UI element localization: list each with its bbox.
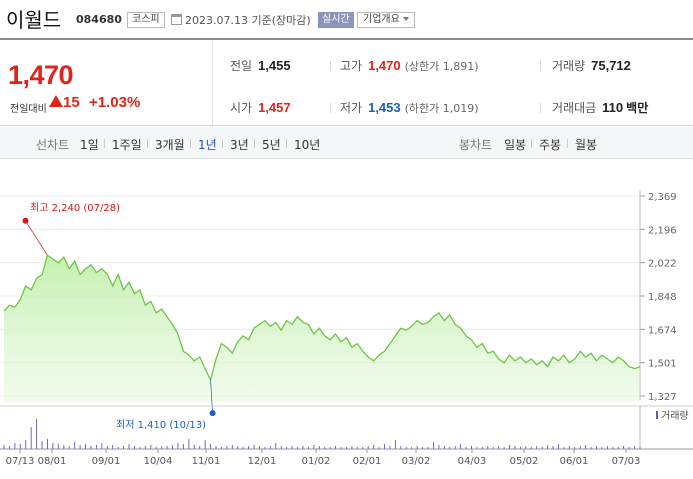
amount-unit: 백만 <box>626 101 649 115</box>
x-tick-label: 04/03 <box>458 456 487 467</box>
summary-divider <box>212 40 213 128</box>
volume-legend-label: 거래량 <box>661 410 689 422</box>
trade-amount: 거래대금 110 백만 <box>552 99 648 116</box>
x-tick-label: 12/01 <box>248 456 277 467</box>
lower-limit: (하한가 1,019) <box>404 102 479 115</box>
stock-code: 084680 <box>76 13 122 26</box>
x-tick-label: 09/01 <box>92 456 121 467</box>
price-line <box>3 254 641 382</box>
tab-1d[interactable]: 1일 <box>80 138 99 152</box>
x-tick-label: 11/01 <box>192 456 221 467</box>
y-axis-ticks: 2,369 2,196 2,022 1,848 1,674 1,501 1,327 <box>648 192 677 403</box>
low-label: 저가 <box>340 101 363 115</box>
market-badge: 코스피 <box>127 12 165 28</box>
up-arrow-icon <box>49 95 63 107</box>
high-label: 고가 <box>340 59 363 73</box>
tab-divider <box>286 139 287 148</box>
low-annotation: 최저 1,410 (10/13) <box>116 419 206 431</box>
amount-label: 거래대금 <box>552 101 597 115</box>
tab-5y[interactable]: 5년 <box>262 138 281 152</box>
volume-legend-swatch <box>656 411 658 419</box>
tab-divider <box>104 139 105 148</box>
y-tick-label: 1,327 <box>648 392 677 403</box>
prev-close-value: 1,455 <box>258 58 291 73</box>
y-tick-label: 2,196 <box>648 225 677 236</box>
change-value: 15 <box>63 94 80 111</box>
tab-divider <box>531 139 532 148</box>
y-tick-label: 1,501 <box>648 359 677 370</box>
tab-daily-candle[interactable]: 일봉 <box>504 138 527 152</box>
volume-label: 거래량 <box>552 59 586 73</box>
tab-1y[interactable]: 1년 <box>198 138 217 152</box>
price-chart[interactable]: 2,369 2,196 2,022 1,848 1,674 1,501 1,327 최고 2… <box>0 160 693 479</box>
volume-bars: 거래량 <box>0 405 693 450</box>
realtime-button[interactable]: 실시간 <box>318 12 354 28</box>
y-tick-label: 2,369 <box>648 192 677 203</box>
x-tick-label: 07/13 <box>6 456 35 467</box>
period-tabs: 선차트 1일 1주일 3개월 1년 3년 5년 10년 봉차트 일봉 주봉 월봉 <box>0 127 693 159</box>
price-area <box>4 255 640 402</box>
high-marker <box>22 217 29 224</box>
y-tick-label: 1,848 <box>648 292 677 303</box>
extreme-markers: 최고 2,240 (07/28) 최저 1,410 (10/13) <box>22 202 216 431</box>
x-tick-label: 05/02 <box>510 456 539 467</box>
price-summary: 1,470 전일대비 15 +1.03% 전일 1,455 고가 1,470 (상한가… <box>0 38 693 128</box>
change-label: 전일대비 <box>10 104 47 115</box>
cell-divider <box>540 103 541 113</box>
open-price: 시가 1,457 <box>230 99 291 116</box>
open-label: 시가 <box>230 101 253 115</box>
chevron-down-icon <box>402 17 409 21</box>
x-tick-label: 02/01 <box>353 456 382 467</box>
tab-weekly-candle[interactable]: 주봉 <box>539 138 562 152</box>
prev-close: 전일 1,455 <box>230 57 291 74</box>
volume: 거래량 75,712 <box>552 57 631 74</box>
tab-10y[interactable]: 10년 <box>294 138 321 152</box>
day-high: 고가 1,470 (상한가 1,891) <box>340 57 479 74</box>
current-price: 1,470 <box>8 60 74 90</box>
low-value: 1,453 <box>368 100 401 115</box>
high-value: 1,470 <box>368 58 401 73</box>
stock-name: 이월드 <box>6 8 62 32</box>
price-chart-svg: 2,369 2,196 2,022 1,848 1,674 1,501 1,327 최고 2… <box>0 190 693 467</box>
high-leader-line <box>25 220 48 256</box>
tab-divider <box>190 139 191 148</box>
tab-divider <box>254 139 255 148</box>
open-value: 1,457 <box>258 100 291 115</box>
tab-divider <box>567 139 568 148</box>
tab-divider <box>147 139 148 148</box>
x-tick-label: 08/01 <box>38 456 67 467</box>
tab-divider <box>222 139 223 148</box>
tab-3y[interactable]: 3년 <box>230 138 249 152</box>
low-marker <box>209 410 216 417</box>
change-rate: +1.03% <box>89 94 141 111</box>
x-tick-label: 06/01 <box>560 456 589 467</box>
low-leader-line <box>210 380 213 414</box>
corp-info-dropdown[interactable]: 기업개요 <box>357 12 415 28</box>
cell-divider <box>330 103 331 113</box>
tab-1w[interactable]: 1주일 <box>112 138 142 152</box>
high-annotation: 최고 2,240 (07/28) <box>30 202 120 214</box>
x-tick-label: 07/03 <box>612 456 641 467</box>
tab-3m[interactable]: 3개월 <box>155 138 185 152</box>
x-axis-ticks: 07/13 08/01 09/01 10/04 11/01 12/01 01/02 02/01… <box>6 449 641 467</box>
stock-header: 이월드 084680 코스피 2023.07.13 기준(장마감) 실시간 기업… <box>0 0 693 38</box>
corp-info-label: 기업개요 <box>363 14 400 25</box>
y-tick-label: 1,674 <box>648 325 677 336</box>
prev-close-label: 전일 <box>230 59 253 73</box>
volume-value: 75,712 <box>591 58 631 73</box>
day-low: 저가 1,453 (하한가 1,019) <box>340 99 479 116</box>
upper-limit: (상한가 1,891) <box>404 60 479 73</box>
x-tick-label: 01/02 <box>302 456 331 467</box>
cell-divider <box>540 61 541 71</box>
x-tick-label: 10/04 <box>144 456 173 467</box>
tab-monthly-candle[interactable]: 월봉 <box>575 138 598 152</box>
date-text: 2023.07.13 기준(장마감) <box>185 14 311 27</box>
x-tick-label: 03/02 <box>402 456 431 467</box>
candle-chart-title: 봉차트 <box>459 138 493 152</box>
calendar-icon <box>171 14 182 25</box>
y-tick-label: 2,022 <box>648 259 677 270</box>
amount-value: 110 <box>602 100 624 115</box>
line-chart-title: 선차트 <box>36 138 70 152</box>
cell-divider <box>330 61 331 71</box>
